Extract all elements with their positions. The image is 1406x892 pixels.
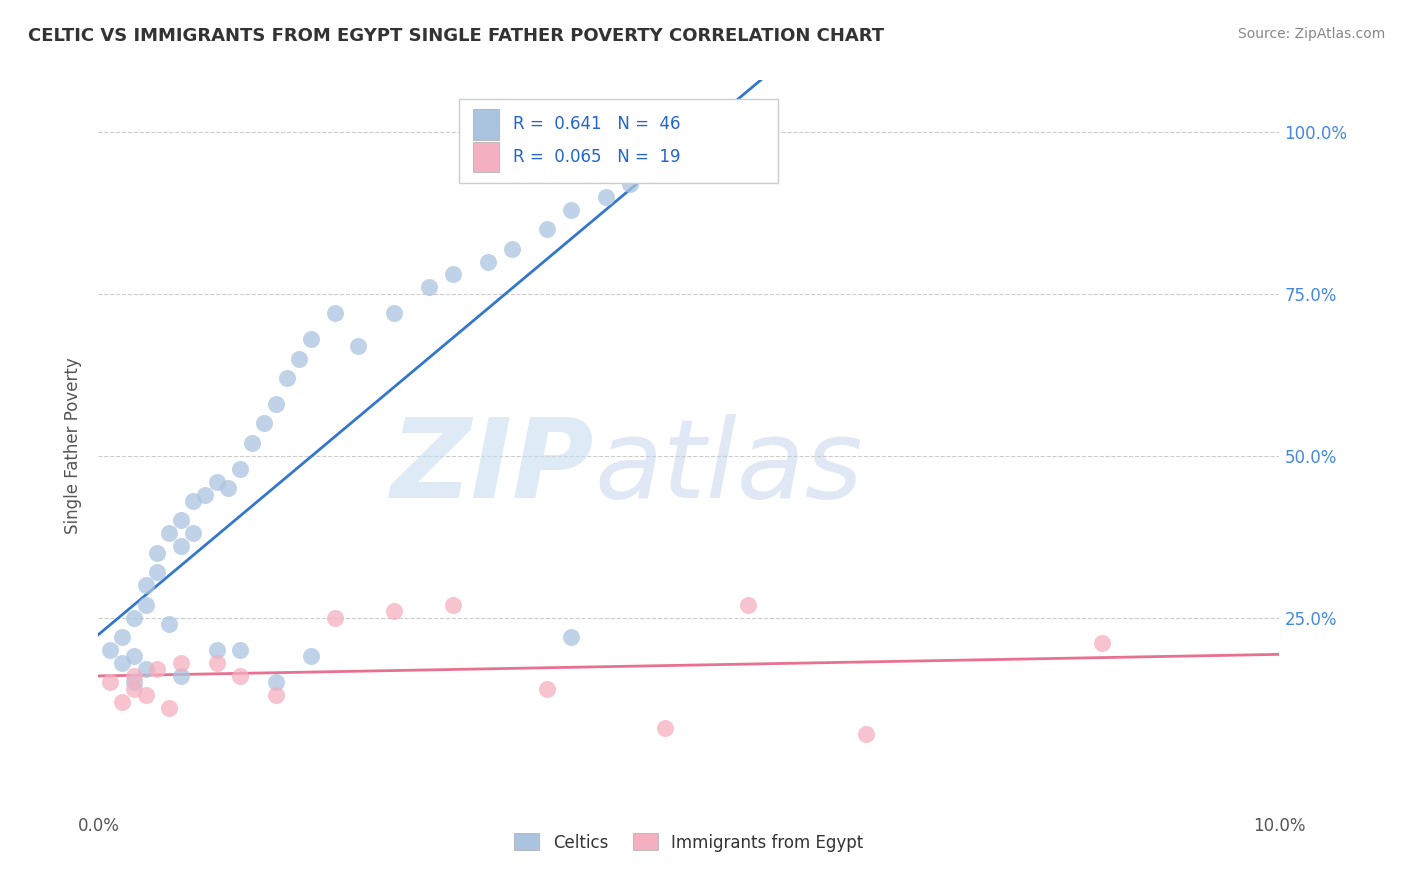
Point [536, 222, 558, 236]
Point [1091, 636, 1114, 650]
Point [654, 157, 676, 171]
Point [122, 681, 145, 696]
Point [229, 643, 252, 657]
Point [299, 332, 322, 346]
Point [382, 604, 405, 618]
Point [205, 643, 228, 657]
Point [501, 242, 523, 256]
Point [135, 578, 157, 592]
Point [170, 513, 193, 527]
Point [98, 675, 121, 690]
Point [288, 351, 311, 366]
Point [560, 630, 582, 644]
Point [194, 487, 217, 501]
Point [122, 649, 145, 664]
Point [264, 675, 287, 690]
Point [678, 145, 700, 159]
Point [111, 656, 134, 670]
Point [229, 669, 252, 683]
Point [170, 539, 193, 553]
Point [855, 727, 877, 741]
Point [347, 339, 370, 353]
Point [382, 306, 405, 320]
Point [170, 656, 193, 670]
Point [181, 526, 204, 541]
Text: ZIP: ZIP [391, 415, 595, 522]
Point [146, 546, 169, 560]
Point [276, 371, 298, 385]
Point [135, 688, 157, 702]
Text: R =  0.641   N =  46: R = 0.641 N = 46 [513, 115, 681, 133]
Point [253, 417, 276, 431]
Point [122, 675, 145, 690]
Text: R =  0.065   N =  19: R = 0.065 N = 19 [513, 148, 681, 166]
Text: CELTIC VS IMMIGRANTS FROM EGYPT SINGLE FATHER POVERTY CORRELATION CHART: CELTIC VS IMMIGRANTS FROM EGYPT SINGLE F… [28, 27, 884, 45]
Point [441, 598, 464, 612]
Point [619, 177, 641, 191]
Point [654, 721, 676, 735]
Text: Source: ZipAtlas.com: Source: ZipAtlas.com [1237, 27, 1385, 41]
Point [217, 481, 239, 495]
Point [441, 268, 464, 282]
Point [240, 435, 263, 450]
Point [170, 669, 193, 683]
Point [157, 701, 180, 715]
Point [157, 617, 180, 632]
Point [323, 610, 346, 624]
Point [737, 598, 759, 612]
Point [477, 254, 499, 268]
Text: atlas: atlas [595, 415, 863, 522]
Point [146, 566, 169, 580]
Point [111, 695, 134, 709]
FancyBboxPatch shape [472, 142, 499, 172]
Point [122, 610, 145, 624]
Point [146, 662, 169, 676]
Point [98, 643, 121, 657]
Legend: Celtics, Immigrants from Egypt: Celtics, Immigrants from Egypt [508, 827, 870, 858]
Point [181, 494, 204, 508]
Point [560, 202, 582, 217]
Point [536, 681, 558, 696]
Point [122, 669, 145, 683]
Point [264, 397, 287, 411]
Point [323, 306, 346, 320]
Point [205, 475, 228, 489]
Point [205, 656, 228, 670]
Point [418, 280, 440, 294]
FancyBboxPatch shape [458, 99, 778, 183]
Point [229, 461, 252, 475]
Point [111, 630, 134, 644]
Point [135, 598, 157, 612]
Point [135, 662, 157, 676]
Point [264, 688, 287, 702]
Y-axis label: Single Father Poverty: Single Father Poverty [65, 358, 83, 534]
FancyBboxPatch shape [472, 109, 499, 139]
Point [595, 190, 617, 204]
Point [157, 526, 180, 541]
Point [299, 649, 322, 664]
